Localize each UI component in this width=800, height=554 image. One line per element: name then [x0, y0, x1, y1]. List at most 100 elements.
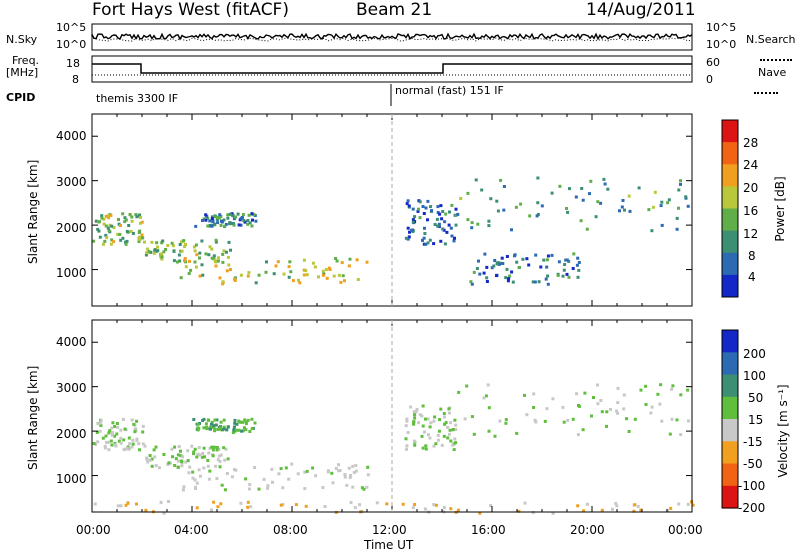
velocity-echo-cell [235, 428, 239, 432]
power-echo-cell [436, 205, 440, 209]
power-echo-cell [137, 240, 141, 244]
velocity-echo-cell [615, 504, 619, 508]
power-echo-cell [108, 223, 112, 227]
velocity-echo-cell [237, 428, 241, 432]
power-echo-cell [227, 263, 231, 267]
power-echo-cell [606, 187, 610, 191]
velocity-echo-cell [93, 502, 97, 506]
power-echo-cell [407, 235, 411, 239]
power-echo-cell [474, 178, 478, 182]
velocity-echo-cell [415, 408, 419, 411]
power-echo-cell [490, 266, 494, 270]
power-echo-cell [124, 242, 128, 246]
velocity-echo-cell [337, 469, 341, 473]
power-echo-cell [435, 217, 439, 221]
xtick-0800: 08:00 [273, 523, 308, 537]
velocity-echo-cell [599, 399, 603, 402]
velocity-echo-cell [181, 488, 185, 492]
velocity-echo-cell [470, 415, 474, 419]
velocity-echo-cell [437, 429, 441, 433]
velocity-echo-cell [133, 430, 137, 434]
velocity-echo-cell [211, 448, 215, 452]
velocity-echo-cell [489, 504, 492, 508]
power-ytick-4000: 4000 [56, 129, 87, 143]
velocity-echo-cell [109, 439, 113, 443]
power-echo-cell [222, 249, 226, 253]
power-echo-cell [119, 224, 122, 227]
velocity-echo-cell [622, 393, 626, 397]
velocity-echo-cell [131, 442, 135, 446]
velocity-echo-cell [279, 467, 283, 471]
power-echo-cell [210, 217, 214, 220]
power-echo-cell [212, 215, 216, 219]
velocity-echo-cell [250, 417, 254, 421]
power-echo-cell [531, 280, 535, 284]
velocity-echo-cell [184, 460, 188, 464]
power-echo-cell [257, 273, 261, 277]
power-echo-cell [194, 265, 198, 269]
power-echo-cell [218, 276, 222, 280]
velocity-echo-cell [174, 457, 178, 461]
power-echo-cell [229, 248, 232, 252]
power-echo-cell [129, 229, 133, 233]
power-echo-cell [194, 243, 198, 247]
velocity-echo-cell [670, 417, 674, 421]
power-echo-cell [125, 239, 129, 243]
velocity-echo-cell [277, 472, 281, 476]
power-echo-cell [183, 245, 187, 249]
power-echo-cell [411, 218, 415, 222]
power-echo-cell [365, 260, 369, 264]
velocity-echo-cell [577, 404, 581, 408]
velocity-echo-cell [270, 467, 274, 471]
velocity-echo-cell [366, 473, 370, 477]
velocity-echo-cell [576, 433, 580, 437]
power-echo-cell [406, 226, 410, 230]
power-echo-cell [170, 241, 174, 245]
power-echo-cell [101, 242, 105, 246]
velocity-echo-cell [323, 505, 327, 508]
velocity-echo-cell [117, 439, 121, 443]
velocity-echo-cell [248, 483, 252, 487]
power-echo-cell [206, 224, 210, 228]
power-echo-cell [123, 216, 127, 220]
velocity-echo-cell [240, 429, 244, 433]
power-echo-cell [684, 195, 688, 199]
power-echo-cell [182, 239, 186, 243]
power-echo-cell [647, 208, 651, 212]
power-echo-cell [221, 252, 225, 256]
power-colorbar-segment [722, 164, 738, 187]
nave-tick-high: 60 [706, 56, 720, 69]
velocity-echo-cell [472, 432, 476, 436]
power-echo-cell [311, 261, 315, 265]
power-echo-cell [550, 191, 554, 195]
power-echo-cell [250, 212, 254, 216]
power-echo-cell [441, 210, 445, 213]
velocity-echo-cell [412, 422, 416, 426]
velocity-echo-cell [244, 428, 248, 432]
velocity-echo-cell [217, 448, 221, 451]
power-echo-band [179, 257, 369, 286]
velocity-echo-cell [209, 425, 213, 429]
velocity-echo-cell [675, 418, 679, 422]
velocity-echo-cell [231, 431, 235, 435]
velocity-echo-cell [486, 383, 490, 387]
power-echo-cell [453, 236, 456, 240]
power-echo-cell [477, 259, 480, 263]
velocity-echo-cell [405, 417, 409, 421]
xtick-2000: 20:00 [570, 523, 605, 537]
velocity-echo-cell [413, 443, 417, 447]
power-colorbar-frame [721, 119, 739, 298]
power-echo-cell [437, 222, 441, 226]
velocity-echo-cell [246, 500, 250, 504]
velocity-echo-cell [176, 465, 180, 469]
velocity-echo-cell [616, 386, 620, 390]
power-echo-cell [528, 214, 532, 218]
power-echo-cell [225, 269, 229, 273]
power-echo-cell [172, 259, 176, 263]
velocity-echo-cell [686, 388, 690, 392]
power-echo-cell [189, 268, 193, 272]
velocity-echo-cell [253, 421, 257, 425]
power-echo-cell [470, 226, 474, 230]
power-echo-cell [577, 261, 581, 264]
velocity-echo-cell [449, 507, 453, 511]
